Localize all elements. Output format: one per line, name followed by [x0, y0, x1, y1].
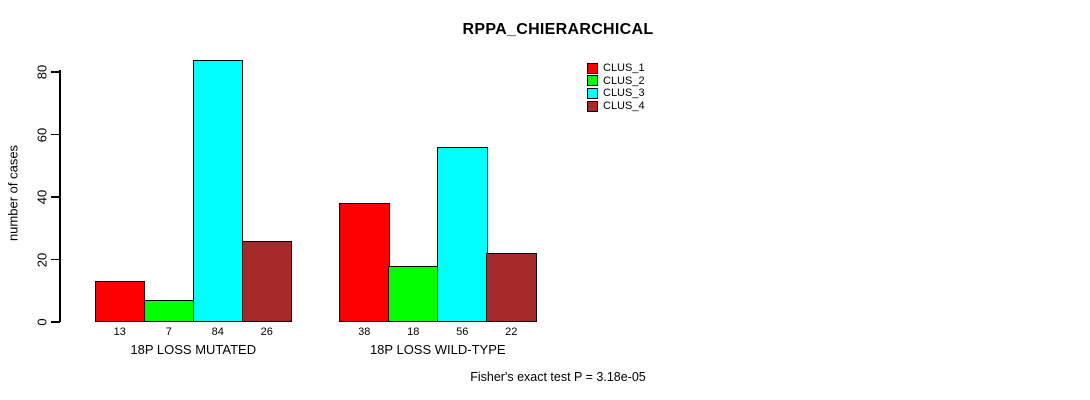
y-axis-label: number of cases	[5, 144, 21, 242]
y-axis-tick	[51, 321, 60, 323]
group-label: 18P LOSS WILD-TYPE	[369, 342, 506, 357]
bar-clus_4	[486, 253, 537, 322]
y-axis-line	[59, 70, 61, 322]
y-axis-tick-label: 60	[34, 127, 50, 142]
legend-item: CLUS_4	[587, 100, 645, 113]
y-axis-tick-label: 0	[34, 318, 50, 326]
legend-label: CLUS_2	[603, 74, 645, 87]
footer-note: Fisher's exact test P = 3.18e-05	[470, 370, 646, 384]
y-axis-tick-label: 40	[34, 189, 50, 205]
y-axis-tick	[51, 258, 60, 261]
bar-clus_3	[192, 59, 243, 322]
bar-value-label: 7	[165, 326, 172, 338]
bar-value-label: 84	[211, 326, 224, 338]
bar-clus_2	[143, 300, 194, 322]
y-axis-tick	[51, 71, 60, 73]
bar-value-label: 22	[505, 326, 518, 338]
bar-clus_3	[437, 147, 488, 322]
bar-value-label: 18	[407, 326, 420, 338]
y-axis-tick-label: 20	[34, 252, 50, 267]
legend-item: CLUS_2	[587, 75, 645, 88]
legend-item: CLUS_1	[587, 62, 645, 75]
chart-title: RPPA_CHIERARCHICAL	[462, 21, 654, 38]
bar-value-label: 38	[358, 326, 371, 338]
legend-swatch	[587, 100, 598, 112]
legend-label: CLUS_1	[603, 62, 645, 75]
legend: CLUS_1 CLUS_2 CLUS_3 CLUS_4	[587, 62, 645, 112]
bar-clus_1	[339, 203, 390, 322]
bar-value-label: 56	[456, 326, 469, 338]
legend-label: CLUS_4	[603, 100, 645, 113]
y-axis-tick	[51, 133, 60, 136]
group-label: 18P LOSS MUTATED	[130, 342, 257, 357]
bar-value-label: 13	[113, 326, 126, 338]
legend-swatch	[587, 62, 598, 74]
y-axis-tick-label: 80	[34, 64, 50, 80]
bar-clus_2	[388, 265, 439, 322]
legend-item: CLUS_3	[587, 87, 645, 100]
legend-label: CLUS_3	[603, 87, 645, 100]
bar-value-label: 26	[260, 326, 273, 338]
legend-swatch	[587, 87, 598, 99]
y-axis-tick	[51, 196, 60, 198]
bar-clus_4	[241, 240, 292, 322]
bar-clus_1	[94, 281, 145, 322]
legend-swatch	[587, 75, 598, 87]
